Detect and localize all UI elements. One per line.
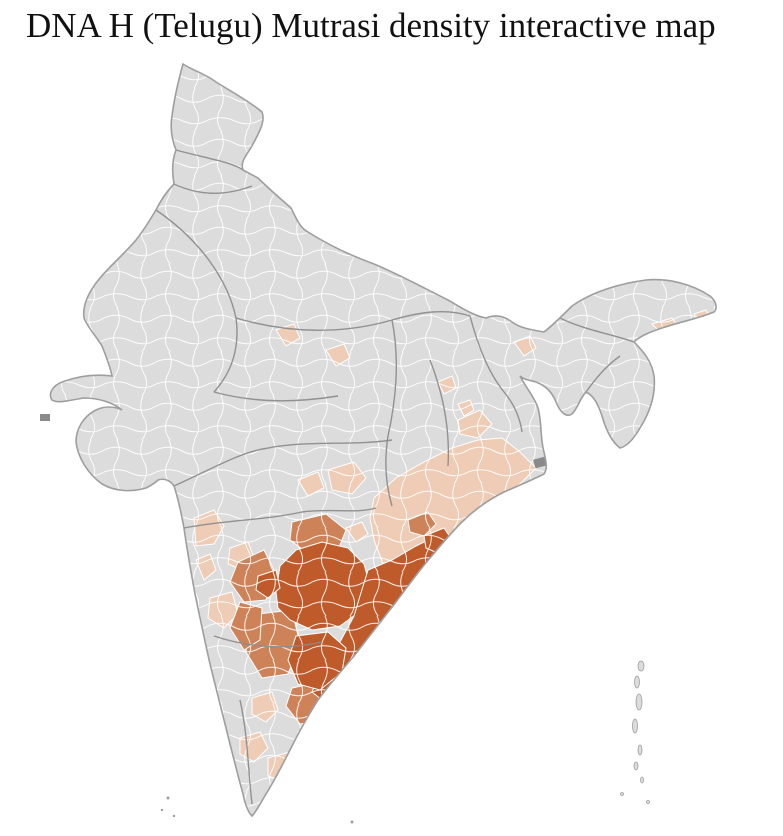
district-shape[interactable] bbox=[297, 725, 327, 757]
page-title: DNA H (Telugu) Mutrasi density interacti… bbox=[26, 6, 716, 45]
district-borders-mesh bbox=[50, 64, 717, 816]
state-boundary bbox=[183, 507, 377, 529]
island-shape[interactable] bbox=[634, 675, 640, 689]
district-shape[interactable] bbox=[329, 703, 353, 727]
state-boundary bbox=[173, 183, 253, 194]
islet-dot[interactable] bbox=[350, 820, 354, 824]
urban-area-marker bbox=[533, 456, 548, 469]
island-shape[interactable] bbox=[637, 660, 645, 672]
state-boundary bbox=[385, 319, 398, 507]
island-shape[interactable] bbox=[637, 744, 643, 756]
island-shape[interactable] bbox=[620, 792, 624, 796]
islet-dot[interactable] bbox=[166, 796, 170, 800]
state-boundary bbox=[175, 149, 244, 171]
district-shape[interactable] bbox=[281, 781, 303, 801]
district-shape[interactable] bbox=[443, 543, 471, 569]
island-shape[interactable] bbox=[632, 718, 638, 734]
island-shape[interactable] bbox=[633, 761, 639, 771]
district-shape[interactable] bbox=[157, 509, 183, 535]
district-layers bbox=[50, 64, 717, 816]
western-area-marker bbox=[40, 414, 50, 421]
state-boundaries bbox=[155, 149, 635, 805]
state-boundary bbox=[173, 439, 393, 487]
islet-dot[interactable] bbox=[172, 814, 176, 818]
state-boundary bbox=[429, 359, 450, 467]
lakshadweep-islets[interactable] bbox=[160, 796, 354, 824]
state-boundary bbox=[155, 209, 238, 393]
islet-dot[interactable] bbox=[160, 808, 164, 812]
island-shape[interactable] bbox=[640, 776, 644, 784]
state-boundary bbox=[213, 635, 323, 648]
state-boundary bbox=[213, 391, 339, 402]
state-boundary bbox=[585, 355, 621, 393]
state-boundary bbox=[469, 315, 523, 433]
island-shape[interactable] bbox=[646, 800, 650, 804]
island-shape[interactable] bbox=[635, 693, 643, 711]
state-boundary bbox=[559, 317, 635, 343]
andaman-nicobar-islands[interactable] bbox=[620, 660, 650, 804]
state-boundary bbox=[235, 311, 471, 331]
district-shape[interactable] bbox=[337, 691, 357, 711]
state-boundary bbox=[239, 699, 253, 805]
